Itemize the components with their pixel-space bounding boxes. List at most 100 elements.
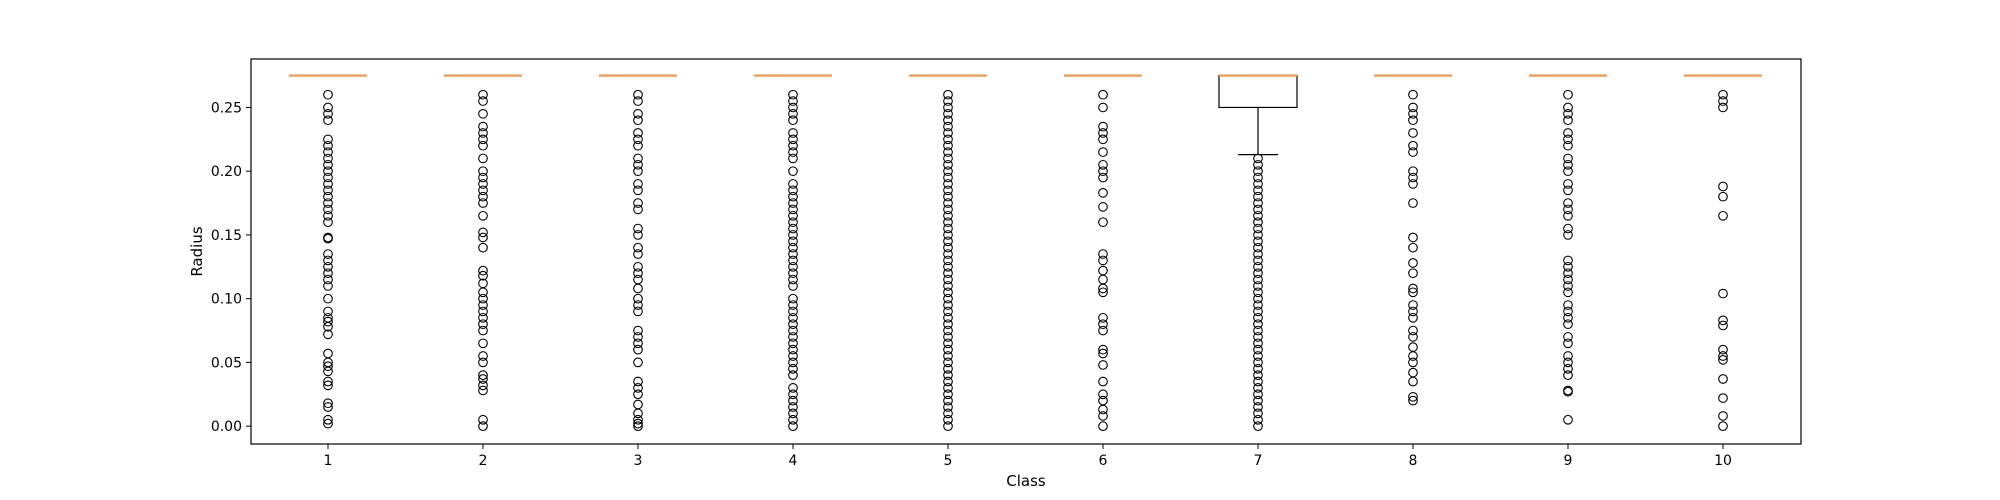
outlier-point [1718,355,1728,365]
outlier-point [323,159,333,170]
outlier-point [633,344,643,355]
outlier-point [1718,393,1728,403]
outlier-point [943,230,953,240]
outlier-point [943,166,953,177]
outlier-point [1718,344,1728,355]
outlier-point [1408,242,1418,253]
outlier-point [1408,325,1418,336]
outlier-point [788,332,798,342]
outlier-point [633,179,643,189]
outlier-point [788,140,798,151]
outlier-point [1563,363,1573,374]
outlier-point [323,366,333,377]
outlier-point [788,402,798,412]
outlier-point [943,102,953,113]
outlier-point [943,363,953,374]
outlier-point [323,191,333,202]
outlier-point [943,128,953,138]
outlier-point [1408,128,1418,138]
outlier-point [943,344,953,355]
outlier-point [943,414,953,425]
outlier-point [633,408,643,419]
outlier-point [788,389,798,400]
outliers-class-10 [1718,89,1728,432]
outlier-point [943,376,953,387]
outlier-point [323,134,333,145]
outlier-point [323,329,333,340]
outlier-point [478,374,488,384]
outliers-class-8 [1408,89,1418,406]
outlier-point [1253,389,1263,400]
box-class-7 [1218,74,1298,156]
outlier-point [1408,179,1418,189]
outlier-point [1098,147,1108,157]
outlier-point [1563,312,1573,323]
outlier-point [943,306,953,317]
outlier-point [323,153,333,164]
outlier-point [633,268,643,279]
outlier-point [633,223,643,234]
outlier-point [1253,204,1263,215]
outlier-point [788,134,798,145]
outlier-point [788,223,798,234]
outlier-point [943,147,953,157]
outlier-point [943,383,953,393]
outlier-point [1563,140,1573,151]
outlier-point [788,363,798,374]
outlier-point [943,198,953,208]
outlier-point [1253,217,1263,228]
outlier-point [1253,242,1263,253]
outlier-point [1098,325,1108,336]
outlier-point [633,389,643,400]
outlier-point [1563,370,1573,381]
x-tick-label: 8 [1409,453,1418,469]
outlier-point [1408,287,1418,298]
outlier-point [478,370,488,381]
outlier-point [633,185,643,196]
outlier-point [1098,89,1108,100]
outlier-point [1718,315,1728,326]
outlier-point [1563,134,1573,145]
outlier-point [1718,421,1728,432]
outlier-point [1098,166,1108,177]
outlier-point [1098,376,1108,387]
outlier-point [1098,319,1108,330]
outlier-point [1718,181,1728,192]
outlier-point [1563,332,1573,342]
outlier-point [1253,300,1263,310]
outlier-point [478,179,488,189]
outlier-point [943,325,953,336]
y-tick-label: 0.20 [211,164,242,180]
outlier-point [1098,348,1108,359]
outlier-point [478,265,488,276]
outlier-point [323,402,333,412]
outlier-point [943,172,953,183]
outlier-point [1563,159,1573,170]
outlier-point [633,115,643,126]
outlier-point [1253,153,1263,164]
outlier-point [943,223,953,234]
outlier-point [633,414,643,425]
outlier-point [1408,312,1418,323]
outlier-point [1098,265,1108,276]
x-tick-label: 4 [789,453,798,469]
outlier-point [943,338,953,349]
outlier-point [1408,367,1418,378]
outlier-point [1253,376,1263,387]
outlier-point [1563,115,1573,126]
outlier-point [323,414,333,425]
outlier-point [478,108,488,119]
outlier-point [1098,188,1108,198]
outlier-point [1253,198,1263,208]
outlier-point [323,210,333,221]
outlier-point [1098,404,1108,415]
outlier-point [323,249,333,259]
outlier-point [633,198,643,208]
x-tick-label: 7 [1254,453,1263,469]
outlier-point [633,376,643,387]
outlier-point [788,351,798,361]
outlier-point [1408,108,1418,119]
outlier-point [633,418,643,429]
box-iqr [1218,74,1298,109]
x-tick-label: 10 [1714,453,1732,469]
